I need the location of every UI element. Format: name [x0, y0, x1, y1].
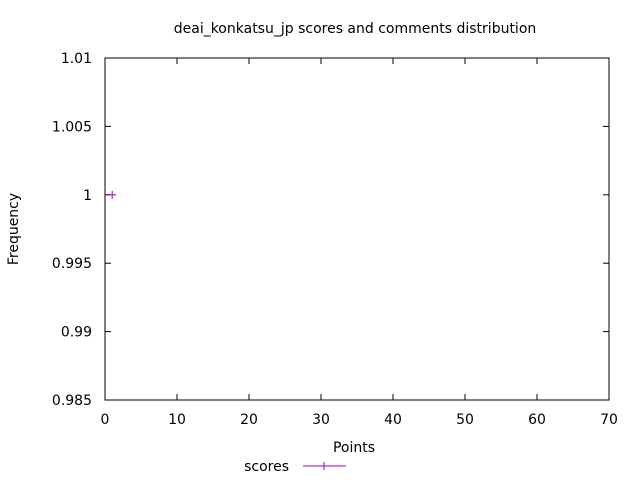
x-tick-label: 0 — [101, 412, 110, 428]
y-axis-ticks — [105, 57, 609, 401]
x-tick-label: 70 — [600, 412, 618, 428]
series-points — [108, 190, 117, 199]
chart-title: deai_konkatsu_jp scores and comments dis… — [174, 21, 537, 37]
x-axis-ticks — [104, 58, 610, 400]
x-axis-label: Points — [333, 440, 375, 456]
y-tick-label: 0.99 — [61, 325, 92, 341]
plot-area-frame — [104, 57, 610, 401]
x-tick-label: 10 — [168, 412, 186, 428]
y-tick-label: 1.005 — [52, 119, 92, 135]
y-axis-tick-labels: 0.985 0.99 0.995 1 1.005 1.01 — [52, 51, 92, 409]
x-tick-label: 40 — [384, 412, 402, 428]
x-tick-label: 20 — [240, 412, 258, 428]
x-axis-tick-labels: 0 10 20 30 40 50 60 70 — [101, 412, 618, 428]
y-axis-label: Frequency — [6, 193, 22, 265]
y-tick-label: 0.985 — [52, 393, 92, 409]
legend: scores — [244, 459, 346, 475]
x-tick-label: 60 — [528, 412, 546, 428]
x-tick-label: 50 — [456, 412, 474, 428]
y-tick-label: 1 — [83, 188, 92, 204]
data-point-scores — [108, 190, 117, 199]
y-tick-label: 1.01 — [61, 51, 92, 67]
legend-label-scores: scores — [244, 459, 289, 475]
x-tick-label: 30 — [312, 412, 330, 428]
y-tick-label: 0.995 — [52, 256, 92, 272]
